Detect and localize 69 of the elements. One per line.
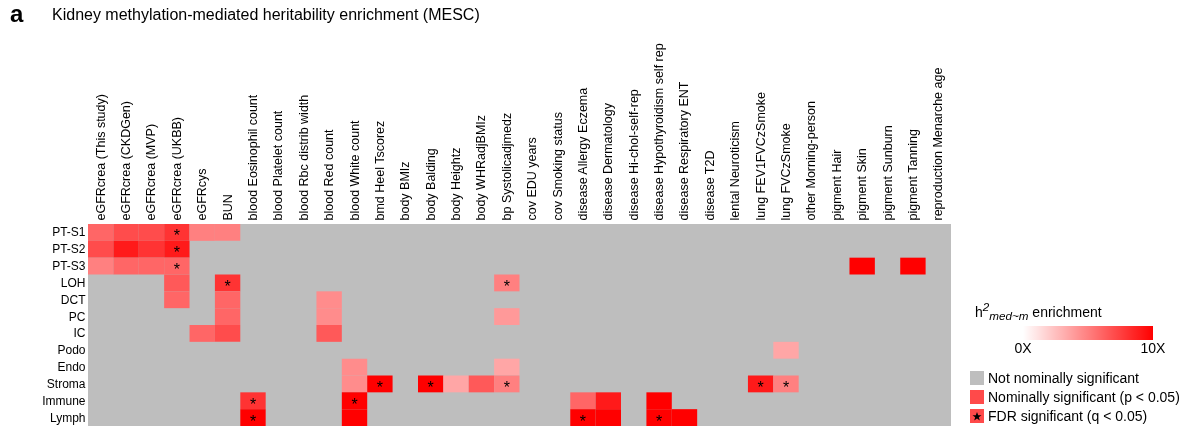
data-label: *	[249, 412, 257, 427]
x-tick-label: body WHRadjBMIz	[474, 114, 489, 221]
x-tick-label: pigment Sunburn	[880, 125, 895, 221]
data-label: *	[173, 227, 180, 245]
y-tick-label: PT-S2	[52, 242, 86, 257]
y-tick-label: PT-S1	[52, 225, 86, 240]
x-tick-label: lung FEV1FVCzSmoke	[753, 91, 768, 221]
x-tick-label: blood White count	[347, 119, 362, 221]
x-tick-label: pigment Tanning	[905, 128, 920, 221]
x-tick-label: pigment Hair	[829, 149, 844, 221]
x-tick-label: disease Hypothyroidism self rep	[652, 43, 667, 221]
y-tick-label: Stroma	[46, 376, 86, 391]
text: FDR significant (q < 0.05)	[988, 408, 1148, 424]
x-tick-label: blood Eosinophil count	[245, 94, 260, 221]
x-tick-label: eGFRcrea (CKDGen)	[119, 101, 134, 221]
data-label: *	[782, 378, 790, 396]
x-tick-label: disease Respiratory ENT	[677, 81, 692, 221]
x-tick-label: BUN	[220, 194, 235, 221]
data-label: *	[173, 261, 180, 279]
x-tick-label: pigment Skin	[855, 148, 870, 221]
x-tick-label: eGFRcys	[195, 168, 210, 221]
x-tick-label: other Morning-person	[804, 100, 819, 221]
text: Nominally significant (p < 0.05)	[988, 389, 1180, 405]
y-tick-label: PT-S3	[52, 259, 86, 274]
data-label: *	[351, 395, 358, 413]
x-tick-label: disease T2D	[702, 150, 717, 221]
x-tick-label: lental Neuroticism	[728, 121, 743, 221]
data-label: *	[376, 378, 384, 396]
y-tick-label: DCT	[60, 292, 87, 307]
x-tick-label: disease Hi-chol-self-rep	[626, 89, 641, 221]
x-tick-label: blood Red count	[322, 128, 337, 221]
x-tick-label: blood Rbc distrib width	[296, 94, 311, 221]
x-tick-label: eGFRcrea (This study)	[93, 94, 108, 221]
text: a	[10, 0, 24, 28]
text: Not nominally significant	[988, 370, 1139, 386]
x-tick-label: bp Systolicadjmedz	[499, 112, 514, 221]
data-label: *	[503, 277, 510, 295]
data-label: *	[757, 378, 764, 396]
color-bar-label: 0X	[1014, 340, 1033, 356]
data-label: *	[655, 412, 663, 427]
y-tick-label: Immune	[42, 393, 86, 408]
x-tick-label: blood Platelet count	[271, 110, 286, 221]
x-tick-label: body Balding	[423, 148, 438, 221]
y-tick-label: IC	[73, 326, 86, 341]
color-bar-label: 10X	[1140, 340, 1167, 356]
x-tick-label: body BMIz	[398, 161, 413, 221]
y-tick-label: Podo	[57, 343, 86, 358]
y-tick-label: Endo	[57, 360, 86, 375]
x-tick-label: reproduction Menarche age	[931, 67, 946, 221]
y-tick-label: Lymph	[49, 410, 86, 425]
data-label: *	[427, 378, 434, 396]
x-tick-label: bmd Heel Tscorez	[372, 120, 387, 221]
x-tick-label: eGFRcrea (UKBB)	[169, 117, 184, 221]
x-tick-label: lung FVCzSmoke	[779, 123, 794, 221]
data-label: *	[503, 378, 510, 396]
data-label: *	[249, 395, 257, 413]
color-bar-title: h$^{2}$$_{med~m}$ enrichment	[975, 300, 1102, 323]
x-tick-label: disease Allergy Eczema	[575, 87, 590, 221]
y-tick-label: LOH	[60, 275, 86, 290]
x-tick-label: body Heightz	[449, 147, 464, 221]
x-tick-label: cov Smoking status	[550, 112, 565, 221]
x-tick-label: cov EDU years	[525, 137, 540, 221]
x-tick-label: disease Dermatology	[601, 102, 616, 221]
data-label: *	[579, 412, 587, 427]
y-tick-label: PC	[68, 309, 86, 324]
x-tick-label: eGFRcrea (MVP)	[144, 123, 159, 221]
data-label: *	[173, 244, 180, 262]
data-label: *	[224, 277, 231, 295]
chart-title: Kidney methylation-mediated heritability enrichment (MESC)	[52, 6, 480, 24]
